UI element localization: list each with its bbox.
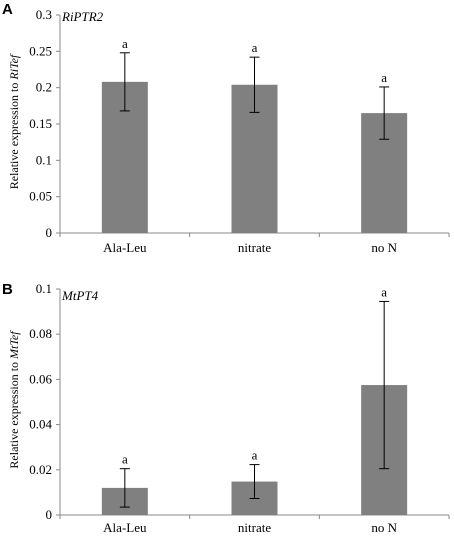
panel-b-category-label: nitrate (238, 520, 271, 535)
panel-a-y-tick-label: 0.1 (36, 152, 52, 167)
panel-b-significance-label: a (122, 452, 128, 467)
panel-b-y-tick-label: 0.08 (29, 326, 52, 341)
panel-a-gene-label: RiPTR2 (61, 9, 104, 24)
panel-b-y-axis-label: Relative expression to MtTef (7, 330, 21, 469)
panel-a-significance-label: a (381, 70, 387, 85)
panel-b-letter: B (2, 281, 13, 298)
panel-a-category-label: no N (371, 240, 397, 255)
panel-b-chart: B MtPT4 Relative expression to MtTef 0 0.… (2, 281, 450, 535)
panel-a-y-tick-label: 0 (46, 225, 53, 240)
panel-b-category-label: no N (371, 520, 397, 535)
panel-a-significance-label: a (252, 40, 258, 55)
panel-b-category-label: Ala-Leu (103, 520, 147, 535)
panel-b-y-tick-label: 0 (46, 507, 53, 522)
panel-a-category-label: nitrate (238, 240, 271, 255)
panel-a-y-tick-label: 0.2 (36, 80, 52, 95)
panel-a-y-axis-label: Relative expression to RiTef (7, 53, 21, 189)
panel-a-chart: A RiPTR2 Relative expression to RiTef 0 0… (2, 1, 450, 255)
panel-b-significance-label: a (252, 448, 258, 463)
panel-a-category-label: Ala-Leu (103, 240, 147, 255)
panel-b-y-tick-label: 0.06 (29, 371, 52, 386)
panel-a-y-tick-label: 0.3 (36, 7, 52, 22)
panel-b-y-tick-label: 0.02 (29, 462, 52, 477)
panel-a-letter: A (2, 1, 13, 18)
panel-a-y-tick-label: 0.15 (29, 116, 52, 131)
panel-a-y-tick-label: 0.25 (29, 43, 52, 58)
panel-b-gene-label: MtPT4 (61, 288, 99, 303)
panel-b-y-tick-label: 0.1 (36, 281, 52, 296)
panel-b-y-tick-label: 0.04 (29, 417, 52, 432)
panel-a-significance-label: a (122, 36, 128, 51)
panel-a-y-tick-label: 0.05 (29, 189, 52, 204)
panel-b-significance-label: a (381, 284, 387, 299)
